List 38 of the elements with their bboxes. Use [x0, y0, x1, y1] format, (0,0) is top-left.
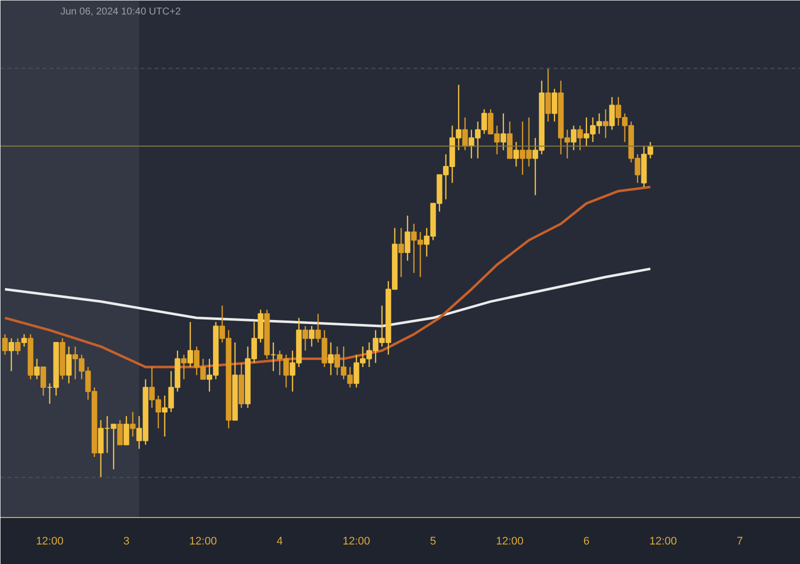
candlestick — [14, 338, 21, 356]
candlestick — [302, 325, 308, 352]
candlestick — [545, 68, 551, 122]
x-tick-label: 12:00 — [496, 536, 524, 548]
candlestick — [270, 342, 276, 372]
candlestick — [500, 112, 506, 151]
candlestick — [398, 227, 404, 278]
candlestick — [124, 415, 130, 446]
candlestick — [2, 334, 8, 356]
x-tick-label: 4 — [276, 536, 283, 548]
candlestick — [609, 96, 615, 130]
candlestick — [513, 141, 519, 168]
candlestick — [40, 366, 46, 396]
candlestick — [187, 321, 194, 368]
candlestick — [130, 411, 136, 438]
candlestick — [66, 346, 72, 384]
candlestick — [577, 125, 583, 151]
candlestick — [404, 215, 410, 262]
candlestick — [462, 116, 468, 151]
candlestick — [34, 358, 40, 380]
candlestick — [308, 325, 314, 348]
x-tick-label: 7 — [736, 536, 743, 548]
candlestick — [328, 342, 334, 376]
candlestick — [181, 354, 187, 380]
candlestick — [602, 108, 608, 139]
candlestick — [21, 334, 27, 348]
x-tick-label: 12:00 — [342, 536, 370, 548]
candlestick — [8, 338, 14, 372]
text: Jun 06, 2024 10:40 UTC+2 — [60, 6, 182, 18]
x-tick-label: 3 — [123, 536, 130, 548]
x-tick-label: 12:00 — [189, 536, 217, 548]
x-tick-label: 6 — [583, 536, 590, 548]
candlestick — [552, 88, 558, 122]
x-tick-label: 12:00 — [649, 536, 677, 548]
candlestick — [117, 420, 123, 446]
x-tick-label: 5 — [430, 536, 436, 548]
x-tick-label: 12:00 — [36, 536, 64, 548]
candlestick — [570, 125, 576, 151]
